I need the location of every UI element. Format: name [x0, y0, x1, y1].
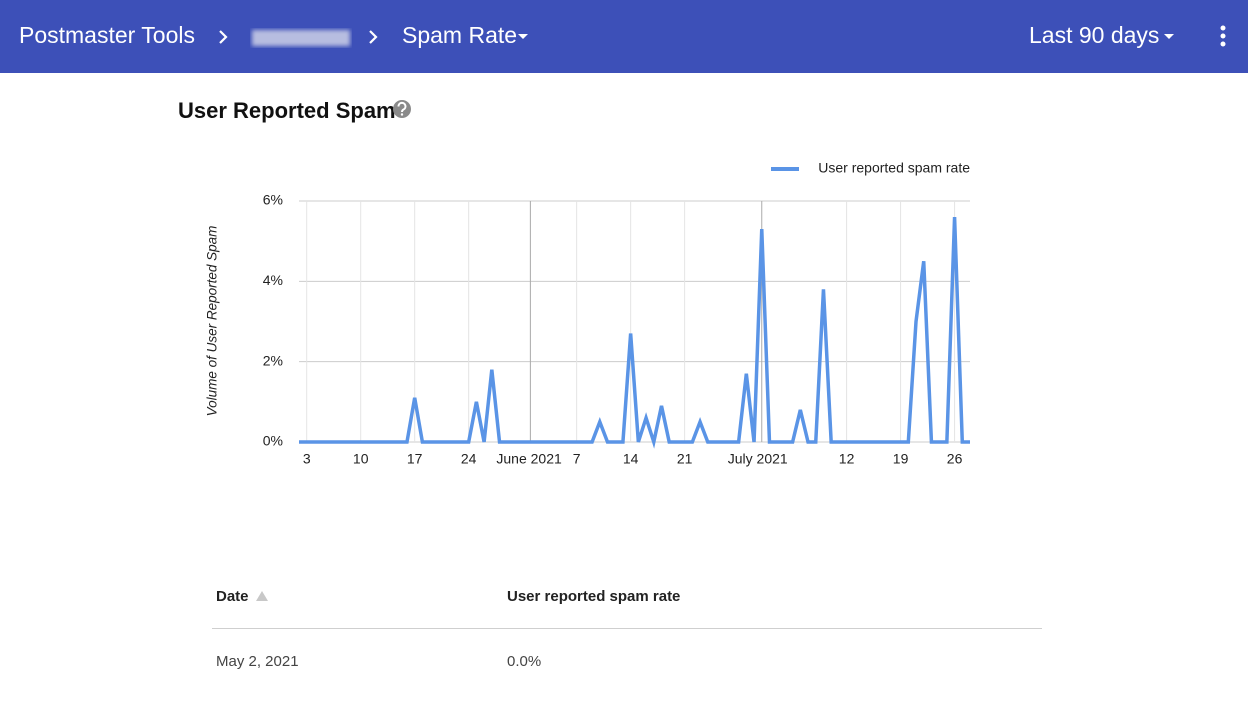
table-cell: May 2, 2021	[216, 653, 299, 670]
dropdown-caret	[518, 34, 528, 39]
x-tick-label: June 2021	[496, 451, 562, 467]
table-cell: 0.0%	[507, 653, 542, 670]
hidden-domain[interactable]	[250, 27, 352, 49]
top-bar: Postmaster Tools Spam Rate Last 90 days	[0, 0, 1248, 73]
range-menu[interactable]: Last 90 days	[1029, 22, 1160, 48]
app-name[interactable]: Postmaster Tools	[19, 22, 195, 48]
chevron	[219, 30, 228, 44]
more-menu[interactable]	[1216, 24, 1230, 50]
y-tick-label: 2%	[263, 352, 283, 368]
chart: User Reported Spam Volume of User Report…	[178, 98, 970, 467]
x-tick-label: 17	[407, 451, 423, 467]
y-tick-label: 6%	[263, 192, 283, 208]
x-tick-label: 10	[353, 451, 369, 467]
x-tick-label: 19	[893, 451, 909, 467]
chevron	[369, 30, 378, 44]
legend-label: User reported spam rate	[818, 160, 970, 176]
x-tick-label: 7	[573, 451, 581, 467]
x-tick-label: July 2021	[728, 451, 788, 467]
help-icon[interactable]	[393, 100, 411, 118]
data-line	[299, 217, 970, 449]
sort-arrow	[256, 591, 268, 601]
x-tick-label: 26	[947, 451, 963, 467]
table-rule	[212, 628, 1042, 629]
page-menu[interactable]: Spam Rate	[402, 22, 518, 48]
y-tick-label: 4%	[263, 272, 283, 288]
x-tick-label: 14	[623, 451, 639, 467]
column-header[interactable]: Date	[216, 588, 249, 605]
x-tick-label: 12	[839, 451, 855, 467]
column-header[interactable]: User reported spam rate	[507, 588, 681, 605]
x-tick-label: 3	[303, 451, 311, 467]
dropdown-caret	[1164, 34, 1174, 39]
x-tick-label: 24	[461, 451, 477, 467]
y-tick-label: 0%	[263, 433, 283, 449]
chart-title: User Reported Spam	[178, 98, 396, 123]
y-axis-label: Volume of User Reported Spam	[205, 226, 220, 417]
x-tick-label: 21	[677, 451, 693, 467]
